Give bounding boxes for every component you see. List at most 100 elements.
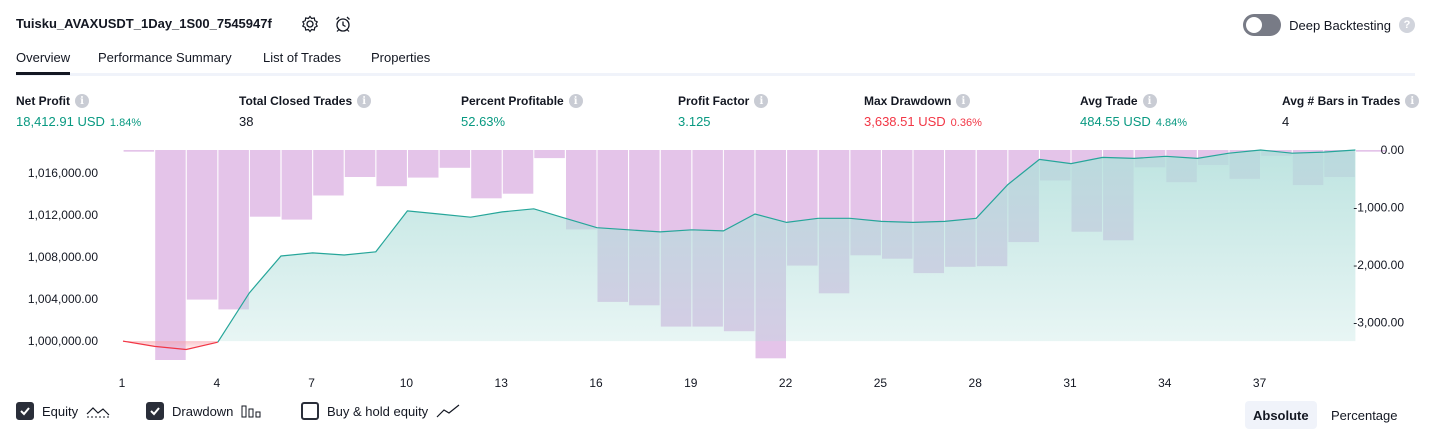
metric-max-drawdown: Max Drawdown i 3,638.51 USD 0.36% bbox=[864, 94, 982, 129]
info-icon[interactable]: i bbox=[1405, 94, 1420, 108]
left-axis-tick-label: 1,004,000.00 bbox=[28, 292, 98, 306]
drawdown-bar bbox=[155, 150, 186, 360]
x-axis-tick-label: 13 bbox=[495, 376, 509, 390]
drawdown-bar bbox=[249, 150, 281, 217]
metric-value: 3.125 bbox=[678, 114, 711, 129]
help-icon[interactable]: ? bbox=[1399, 17, 1415, 33]
x-axis-tick-label: 1 bbox=[119, 376, 126, 390]
right-axis-tick-label: -3,000.00 bbox=[1353, 316, 1404, 330]
buy-hold-line-icon bbox=[436, 404, 460, 418]
report-tabs: Overview Performance Summary List of Tra… bbox=[16, 48, 1415, 76]
equity-loss-line bbox=[122, 340, 218, 351]
drawdown-checkbox[interactable] bbox=[146, 402, 164, 420]
info-icon[interactable]: i bbox=[956, 94, 971, 108]
tab-list-of-trades[interactable]: List of Trades bbox=[263, 50, 342, 65]
tab-overview[interactable]: Overview bbox=[16, 50, 71, 75]
drawdown-bar bbox=[376, 150, 407, 187]
absolute-mode-button[interactable]: Absolute bbox=[1245, 401, 1317, 429]
metric-value: 52.63% bbox=[461, 114, 506, 129]
deep-backtesting-toggle[interactable] bbox=[1243, 14, 1282, 36]
right-axis-tick-label: -1,000.00 bbox=[1353, 201, 1404, 215]
metric-avg-trade: Avg Trade i 484.55 USD 4.84% bbox=[1080, 94, 1187, 129]
metric-value: 3,638.51 USD bbox=[864, 114, 946, 129]
drawdown-bar bbox=[439, 150, 471, 168]
equity-drawdown-chart[interactable]: 1,000,000.00 1,004,000.00 1,008,000.00 1,01… bbox=[0, 140, 1431, 400]
x-axis: 1 4 7 10 13 16 19 22 25 28 31 34 37 bbox=[119, 376, 1267, 390]
metric-label: Percent Profitable bbox=[461, 94, 564, 108]
legend-label: Drawdown bbox=[172, 403, 234, 419]
equity-gain-fill bbox=[123, 150, 1356, 342]
metric-value: 4 bbox=[1282, 114, 1290, 129]
drawdown-bar bbox=[313, 150, 344, 196]
metric-label: Avg Trade bbox=[1080, 94, 1138, 108]
metric-value: 484.55 USD bbox=[1080, 114, 1151, 129]
legend-equity[interactable]: Equity bbox=[16, 402, 110, 420]
info-icon[interactable]: i bbox=[1142, 94, 1157, 108]
drawdown-bar bbox=[218, 150, 249, 310]
x-axis-tick-label: 34 bbox=[1158, 376, 1172, 390]
x-axis-tick-label: 16 bbox=[589, 376, 603, 390]
metric-value: 38 bbox=[239, 114, 254, 129]
legend-label: Equity bbox=[42, 403, 79, 419]
legend-buy-hold[interactable]: Buy & hold equity bbox=[301, 402, 460, 420]
x-axis-tick-label: 28 bbox=[969, 376, 983, 390]
left-axis-tick-label: 1,016,000.00 bbox=[28, 166, 98, 180]
drawdown-bar bbox=[281, 150, 313, 220]
tab-performance-summary[interactable]: Performance Summary bbox=[98, 50, 232, 65]
metric-label: Total Closed Trades bbox=[239, 94, 353, 108]
tab-properties[interactable]: Properties bbox=[371, 50, 431, 65]
x-axis-tick-label: 4 bbox=[213, 376, 220, 390]
right-axis-tick-label: 0.00 bbox=[1381, 143, 1405, 157]
metric-net-profit: Net Profit i 18,412.91 USD 1.84% bbox=[16, 94, 141, 129]
drawdown-bar bbox=[502, 150, 534, 194]
x-axis-tick-label: 37 bbox=[1253, 376, 1267, 390]
left-axis-tick-label: 1,012,000.00 bbox=[28, 208, 98, 222]
settings-icon[interactable] bbox=[299, 13, 321, 35]
x-axis-tick-label: 7 bbox=[308, 376, 315, 390]
metric-percent: 4.84% bbox=[1155, 117, 1188, 129]
drawdown-bar bbox=[344, 150, 376, 177]
deep-backtesting-label: Deep Backtesting bbox=[1289, 17, 1391, 33]
equity-line-icon bbox=[86, 407, 110, 418]
alarm-clock-icon[interactable] bbox=[332, 13, 354, 35]
metric-label: Net Profit bbox=[16, 94, 70, 108]
x-axis-tick-label: 22 bbox=[779, 376, 793, 390]
right-axis-tick-label: -2,000.00 bbox=[1353, 258, 1404, 272]
left-axis: 1,000,000.00 1,004,000.00 1,008,000.00 1,01… bbox=[28, 166, 98, 348]
drawdown-bar bbox=[408, 150, 439, 178]
legend-drawdown[interactable]: Drawdown bbox=[146, 402, 263, 420]
metric-percent-profitable: Percent Profitable i 52.63% bbox=[461, 94, 583, 129]
drawdown-bar bbox=[534, 150, 565, 159]
left-axis-tick-label: 1,000,000.00 bbox=[28, 334, 98, 348]
report-header: Tuisku_AVAXUSDT_1Day_1S00_7545947f Deep … bbox=[16, 12, 1415, 36]
info-icon[interactable]: i bbox=[568, 94, 583, 108]
metric-value: 18,412.91 USD bbox=[16, 114, 105, 129]
info-icon[interactable]: i bbox=[75, 94, 89, 108]
drawdown-bar bbox=[566, 150, 597, 230]
strategy-title: Tuisku_AVAXUSDT_1Day_1S00_7545947f bbox=[16, 16, 272, 31]
equity-checkbox[interactable] bbox=[16, 402, 34, 420]
x-axis-tick-label: 31 bbox=[1063, 376, 1077, 390]
metric-label: Profit Factor bbox=[678, 94, 750, 108]
deep-backtesting: Deep Backtesting ? bbox=[1243, 14, 1415, 36]
metric-label: Avg # Bars in Trades bbox=[1282, 94, 1401, 108]
drawdown-bar bbox=[186, 150, 218, 300]
drawdown-bar bbox=[123, 150, 155, 152]
metric-profit-factor: Profit Factor i 3.125 bbox=[678, 94, 769, 129]
info-icon[interactable]: i bbox=[357, 94, 372, 108]
metric-total-closed-trades: Total Closed Trades i 38 bbox=[239, 94, 372, 129]
x-axis-tick-label: 10 bbox=[400, 376, 414, 390]
metric-percent: 1.84% bbox=[109, 117, 142, 129]
left-axis-tick-label: 1,008,000.00 bbox=[28, 250, 98, 264]
buy-hold-checkbox[interactable] bbox=[301, 402, 319, 420]
percentage-mode-button[interactable]: Percentage bbox=[1331, 407, 1398, 423]
info-icon[interactable]: i bbox=[754, 94, 769, 108]
metric-percent: 0.36% bbox=[950, 117, 982, 129]
toggle-knob bbox=[1246, 17, 1263, 33]
legend-label: Buy & hold equity bbox=[327, 403, 429, 419]
right-axis: 0.00 -1,000.00 -2,000.00 -3,000.00 bbox=[1353, 143, 1404, 330]
drawdown-bar bbox=[1356, 150, 1387, 152]
drawdown-bar bbox=[471, 150, 502, 199]
metric-label: Max Drawdown bbox=[864, 94, 952, 108]
equity-area bbox=[122, 149, 1356, 351]
